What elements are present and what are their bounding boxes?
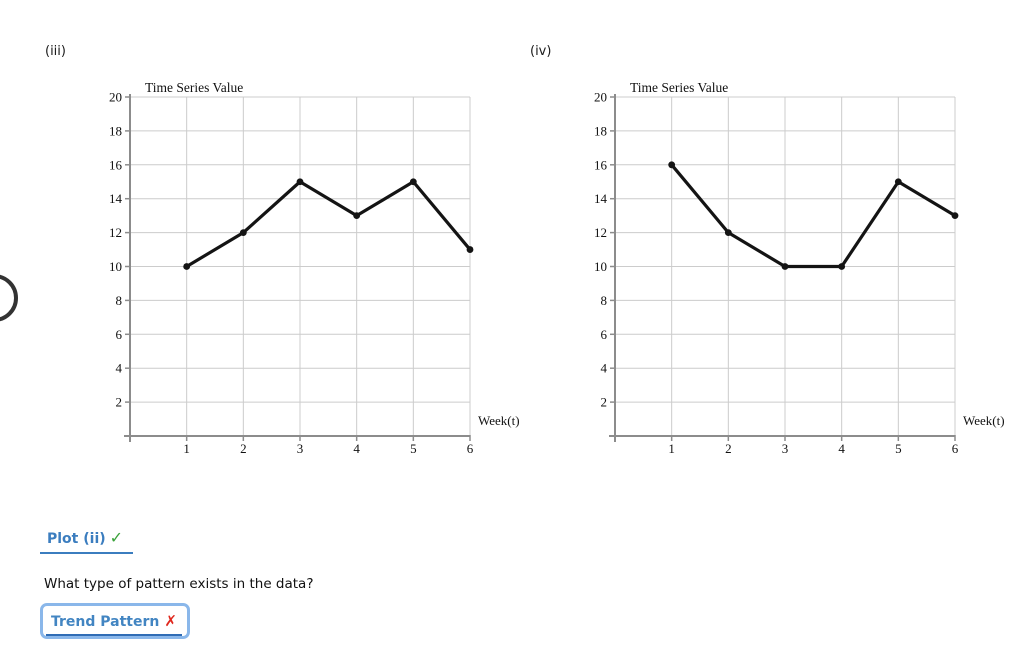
svg-text:20: 20 xyxy=(109,90,122,105)
svg-text:18: 18 xyxy=(594,123,607,138)
svg-text:4: 4 xyxy=(601,361,608,376)
svg-text:Time Series Value: Time Series Value xyxy=(630,80,728,95)
svg-text:5: 5 xyxy=(410,441,417,456)
svg-text:2: 2 xyxy=(601,395,608,410)
svg-text:16: 16 xyxy=(594,157,608,172)
svg-text:6: 6 xyxy=(116,327,123,342)
svg-text:2: 2 xyxy=(116,395,123,410)
svg-text:12: 12 xyxy=(594,225,607,240)
correct-check-icon: ✓ xyxy=(109,528,124,547)
svg-text:10: 10 xyxy=(109,259,122,274)
svg-text:Time Series Value: Time Series Value xyxy=(145,80,243,95)
incorrect-x-icon: ✗ xyxy=(164,612,177,630)
svg-text:2: 2 xyxy=(240,441,247,456)
svg-text:6: 6 xyxy=(601,327,608,342)
svg-text:3: 3 xyxy=(782,441,789,456)
svg-text:20: 20 xyxy=(594,90,607,105)
svg-text:8: 8 xyxy=(116,293,123,308)
svg-text:18: 18 xyxy=(109,123,122,138)
plot-ii-link-label: Plot (ii) xyxy=(47,531,106,547)
svg-text:3: 3 xyxy=(297,441,304,456)
partial-circle-widget xyxy=(0,274,18,322)
pattern-answer-label: Trend Pattern xyxy=(51,614,160,630)
svg-text:6: 6 xyxy=(952,441,959,456)
svg-text:4: 4 xyxy=(838,441,845,456)
svg-text:Week(t): Week(t) xyxy=(963,413,1005,428)
plot-ii-link[interactable]: Plot (ii) ✓ xyxy=(40,527,134,554)
svg-text:14: 14 xyxy=(109,191,123,206)
pattern-answer-dropdown[interactable]: Trend Pattern ✗ xyxy=(40,603,190,639)
svg-text:10: 10 xyxy=(594,259,607,274)
figure-label-iii: (iii) xyxy=(45,44,66,59)
svg-text:4: 4 xyxy=(116,361,123,376)
svg-text:1: 1 xyxy=(668,441,675,456)
svg-text:5: 5 xyxy=(895,441,902,456)
svg-text:2: 2 xyxy=(725,441,732,456)
pattern-answer-inner: Trend Pattern ✗ xyxy=(46,612,182,636)
svg-text:14: 14 xyxy=(594,191,608,206)
svg-text:8: 8 xyxy=(601,293,608,308)
svg-text:4: 4 xyxy=(353,441,360,456)
svg-text:12: 12 xyxy=(109,225,122,240)
svg-text:16: 16 xyxy=(109,157,123,172)
svg-text:6: 6 xyxy=(467,441,474,456)
question-text: What type of pattern exists in the data? xyxy=(44,576,314,592)
svg-text:1: 1 xyxy=(183,441,190,456)
svg-text:Week(t): Week(t) xyxy=(478,413,520,428)
figure-label-iv: (iv) xyxy=(530,44,552,59)
